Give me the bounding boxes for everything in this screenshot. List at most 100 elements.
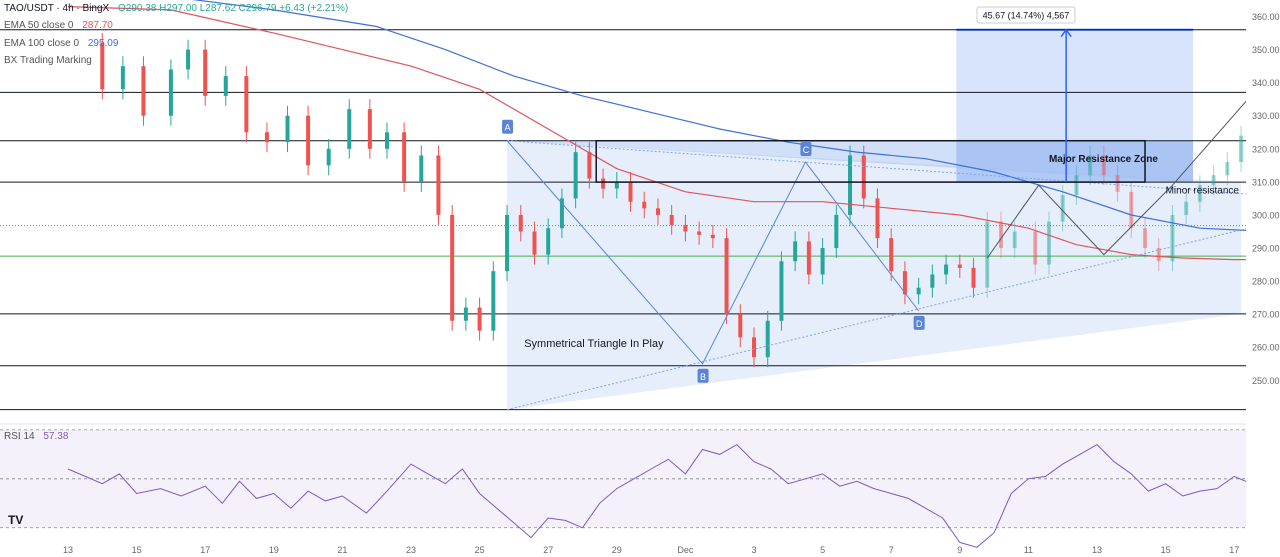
candle-body bbox=[848, 155, 853, 215]
candle-body bbox=[944, 264, 949, 275]
candle-body bbox=[1129, 191, 1134, 229]
triangle-zone bbox=[507, 140, 1242, 410]
indicator-value: 287.70 bbox=[82, 20, 113, 31]
candle-body bbox=[889, 238, 894, 272]
point-label-a-box bbox=[502, 119, 514, 134]
point-label-c: C bbox=[803, 145, 810, 155]
symbol-legend: TAO/USDT · 4h · BingX O290.38 H297.00 L2… bbox=[4, 3, 348, 14]
candle-body bbox=[168, 69, 173, 116]
candle-body bbox=[738, 314, 743, 338]
indicator-label: BX Trading Marking bbox=[4, 55, 92, 66]
candle-body bbox=[1184, 201, 1189, 215]
rsi-name: RSI 14 bbox=[4, 431, 35, 442]
candle-body bbox=[1170, 214, 1175, 262]
tradingview-logo: TV bbox=[8, 513, 24, 527]
candle-body bbox=[998, 221, 1003, 249]
triangle-lower-line bbox=[506, 224, 1262, 411]
point-label-c-box bbox=[800, 142, 812, 157]
candle-body bbox=[326, 148, 331, 166]
candle-body bbox=[477, 307, 482, 331]
ema-lines bbox=[67, 0, 1280, 261]
indicator-label: EMA 50 close 0 bbox=[4, 20, 74, 31]
point-label-d-box bbox=[913, 315, 925, 330]
x-tick-label: Dec bbox=[677, 545, 694, 555]
drawing-zones bbox=[507, 28, 1242, 410]
indicator-ema100[interactable]: EMA 100 close 0 295.09 bbox=[4, 38, 118, 49]
measure-label: 45.67 (14.74%) 4,567 bbox=[983, 11, 1070, 21]
candle-body bbox=[957, 264, 962, 268]
candle-body bbox=[450, 214, 455, 321]
candle-body bbox=[186, 49, 191, 70]
point-label-d: D bbox=[916, 319, 923, 329]
candle-body bbox=[1143, 228, 1148, 249]
candle-body bbox=[930, 274, 935, 288]
candle-body bbox=[285, 115, 290, 143]
projection-path bbox=[986, 61, 1280, 259]
x-tick-label: 17 bbox=[200, 545, 210, 555]
candle-body bbox=[505, 214, 510, 272]
rsi-value: 57.38 bbox=[43, 431, 69, 442]
candle-body bbox=[436, 155, 441, 215]
indicator-bx[interactable]: BX Trading Marking bbox=[4, 55, 92, 66]
ema100-line bbox=[191, 0, 1280, 233]
x-tick-label: 23 bbox=[406, 545, 416, 555]
candle-body bbox=[1060, 195, 1065, 222]
candle-body bbox=[1239, 135, 1244, 163]
candle-body bbox=[1074, 175, 1079, 196]
x-tick-label: 21 bbox=[337, 545, 347, 555]
candle-body bbox=[628, 181, 633, 202]
candle-body bbox=[306, 115, 311, 166]
candle-body bbox=[601, 178, 606, 189]
candle-body bbox=[518, 214, 523, 232]
point-label-b: B bbox=[700, 372, 706, 382]
candle-body bbox=[875, 198, 880, 239]
candle-body bbox=[463, 307, 468, 321]
candle-body bbox=[384, 132, 389, 149]
candle-body bbox=[820, 248, 825, 275]
rsi-legend[interactable]: RSI 14 57.38 bbox=[4, 431, 68, 442]
y-tick-label: 350.00 bbox=[1252, 45, 1280, 55]
symbol-title[interactable]: TAO/USDT · 4h · BingX bbox=[4, 3, 110, 14]
rsi-pane: 30.0040.0050.0060.0070.00 bbox=[0, 425, 1280, 548]
indicator-ema50[interactable]: EMA 50 close 0 287.70 bbox=[4, 20, 113, 31]
candle-body bbox=[1197, 185, 1202, 202]
candle-body bbox=[1115, 175, 1120, 192]
y-tick-label: 290.00 bbox=[1252, 244, 1280, 254]
candle-body bbox=[683, 224, 688, 232]
candle-body bbox=[546, 228, 551, 255]
candle-body bbox=[141, 66, 146, 116]
measure-range-box bbox=[956, 29, 1194, 183]
candle-body bbox=[614, 181, 619, 189]
candle-body bbox=[861, 155, 866, 199]
candle-body bbox=[902, 271, 907, 295]
candle-body bbox=[985, 221, 990, 288]
x-tick-label: 17 bbox=[1229, 545, 1239, 555]
candle-body bbox=[1033, 231, 1038, 265]
measure-label-box bbox=[976, 6, 1076, 24]
indicator-value: 295.09 bbox=[87, 38, 119, 49]
candle-body bbox=[203, 49, 208, 96]
y-tick-label: 320.00 bbox=[1252, 144, 1280, 154]
candle-body bbox=[779, 261, 784, 321]
candle-body bbox=[834, 214, 839, 249]
candle-body bbox=[1101, 155, 1106, 176]
candle-body bbox=[120, 66, 125, 90]
point-label-a: A bbox=[505, 123, 511, 133]
candles bbox=[100, 33, 1271, 368]
ohlc-readout: O290.38 H297.00 L287.62 C296.79 +6.43 (+… bbox=[118, 3, 349, 14]
y-tick-label: 260.00 bbox=[1252, 343, 1280, 353]
candle-body bbox=[347, 109, 352, 149]
x-tick-label: 27 bbox=[543, 545, 553, 555]
candle-body bbox=[402, 132, 407, 182]
candle-body bbox=[1156, 248, 1161, 262]
major-resistance-label: Major Resistance Zone bbox=[1049, 154, 1158, 165]
ema50-line bbox=[67, 6, 1280, 261]
candle-body bbox=[491, 271, 496, 331]
candle-body bbox=[710, 234, 715, 239]
candle-body bbox=[532, 231, 537, 255]
candle-body bbox=[1088, 155, 1093, 176]
drawings: A B C D Symmetrical Triangle In Play Major Re… bbox=[502, 6, 1280, 411]
y-tick-label: 330.00 bbox=[1252, 111, 1280, 121]
candle-body bbox=[367, 109, 372, 149]
